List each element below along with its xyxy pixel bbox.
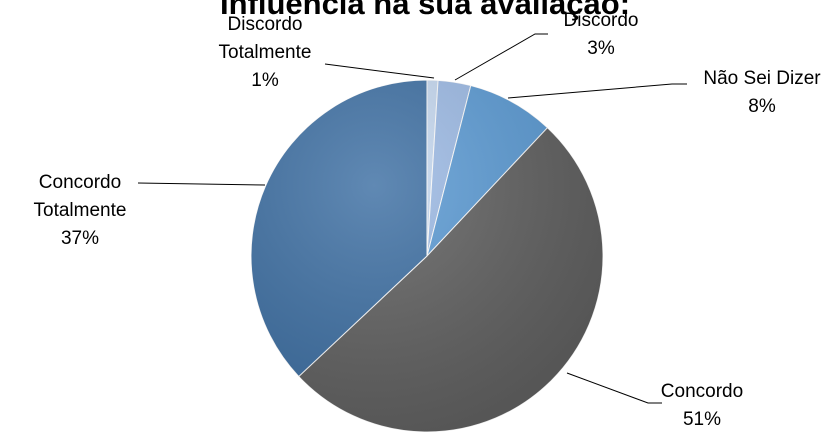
data-label-category: Não Sei Dizer bbox=[703, 68, 821, 89]
leader-line bbox=[566, 372, 662, 404]
leader-lines bbox=[137, 33, 687, 404]
data-label-category: Concordo bbox=[39, 172, 121, 193]
data-label: Discordo Totalmente 1% bbox=[219, 14, 312, 91]
pie-slices bbox=[250, 79, 604, 433]
data-label-category: Totalmente bbox=[219, 42, 312, 63]
data-labels: Discordo Totalmente 1% Discordo 3% Não Sei Di… bbox=[34, 10, 822, 430]
data-label: Não Sei Dizer 8% bbox=[703, 68, 821, 117]
data-label: Concordo 51% bbox=[661, 381, 743, 430]
leader-line bbox=[454, 33, 548, 81]
data-label: Discordo 3% bbox=[564, 10, 639, 59]
chart-title: Influência na sua avaliação: bbox=[220, 0, 630, 21]
data-label-value: 8% bbox=[748, 96, 776, 117]
data-label-value: 37% bbox=[61, 228, 99, 249]
leader-line bbox=[137, 182, 266, 186]
data-label-category: Totalmente bbox=[34, 200, 127, 221]
data-label-category: Discordo bbox=[564, 10, 639, 31]
data-label-value: 3% bbox=[587, 38, 615, 59]
data-label-category: Concordo bbox=[661, 381, 743, 402]
data-label: Concordo Totalmente 37% bbox=[34, 172, 127, 249]
data-label-value: 1% bbox=[251, 70, 279, 91]
leader-line bbox=[507, 83, 687, 99]
data-label-category: Discordo bbox=[228, 14, 303, 35]
leader-line bbox=[324, 63, 435, 79]
data-label-value: 51% bbox=[683, 409, 721, 430]
